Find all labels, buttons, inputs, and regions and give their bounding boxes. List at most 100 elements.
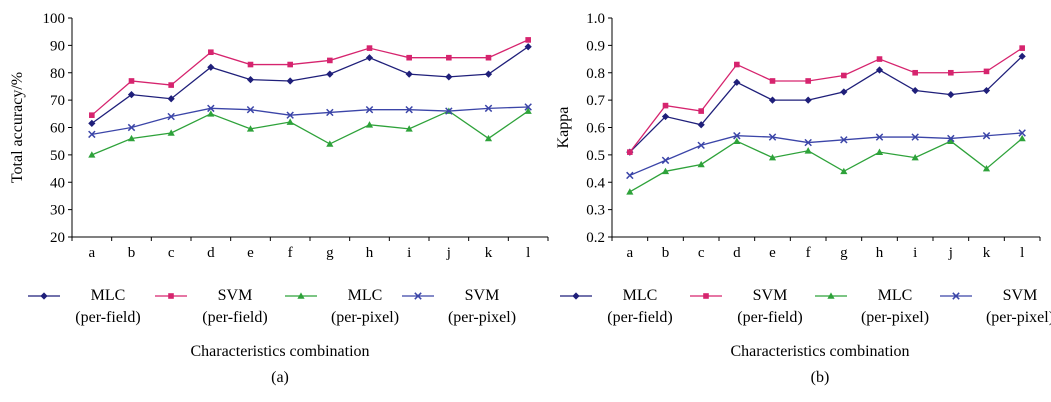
data-point bbox=[88, 119, 96, 127]
panel-label: (a) bbox=[271, 369, 289, 386]
data-point bbox=[484, 104, 493, 113]
legend-label: (per-pixel) bbox=[331, 309, 399, 326]
legend-label: SVM bbox=[465, 287, 500, 304]
data-point bbox=[524, 43, 532, 51]
data-point bbox=[365, 121, 374, 128]
x-tick-label: f bbox=[806, 245, 811, 261]
data-point bbox=[1018, 129, 1026, 137]
data-point bbox=[947, 134, 955, 143]
data-point bbox=[768, 154, 777, 161]
data-point bbox=[982, 164, 991, 172]
data-point bbox=[948, 69, 954, 76]
y-tick-label: 70 bbox=[50, 93, 65, 109]
y-tick-label: 60 bbox=[50, 121, 65, 137]
x-tick-label: e bbox=[247, 245, 254, 261]
data-point bbox=[982, 131, 991, 140]
chart-panel-a: 20 30 40 50 60 70 80 90 100 a b c d e f g h i j k l Total acc… bbox=[9, 11, 549, 386]
legend-label: SVM bbox=[753, 287, 788, 304]
data-point bbox=[405, 70, 413, 78]
x-tick-label: b bbox=[662, 245, 670, 261]
legend-label: MLC bbox=[91, 287, 126, 304]
data-point bbox=[445, 73, 453, 81]
x-tick-label: i bbox=[913, 245, 917, 261]
legend-label: (per-field) bbox=[607, 309, 672, 326]
y-tick-label: 20 bbox=[50, 230, 65, 246]
series-line-2 bbox=[629, 137, 1023, 193]
legend-marker bbox=[414, 292, 422, 300]
data-point bbox=[768, 133, 777, 141]
series-line-0 bbox=[629, 55, 1023, 153]
legend-label: (per-pixel) bbox=[448, 309, 516, 326]
data-point bbox=[911, 86, 919, 95]
data-point bbox=[840, 167, 848, 175]
x-tick-label: g bbox=[326, 245, 334, 261]
data-point bbox=[405, 125, 413, 132]
data-point bbox=[947, 137, 955, 144]
x-tick-label: g bbox=[840, 245, 848, 261]
x-tick-label: k bbox=[983, 245, 991, 261]
chart-panel-b: 0.2 0.3 0.4 0.5 0.6 0.7 0.8 0.9 1.0 a b c d e f g h i j k l K… bbox=[555, 11, 1051, 386]
y-tick-label: 0.4 bbox=[586, 175, 605, 191]
legend-marker bbox=[40, 292, 48, 300]
data-point bbox=[840, 88, 848, 96]
data-point bbox=[167, 95, 175, 103]
data-point bbox=[875, 148, 884, 155]
data-point bbox=[911, 154, 919, 161]
x-tick-label: j bbox=[948, 245, 953, 261]
y-tick-label: 0.2 bbox=[586, 230, 605, 246]
y-tick-label: 0.3 bbox=[586, 203, 605, 219]
data-point bbox=[662, 102, 669, 109]
data-point bbox=[127, 123, 136, 132]
data-point bbox=[286, 77, 294, 85]
series-line-2 bbox=[91, 110, 529, 156]
data-point bbox=[287, 61, 293, 68]
data-point bbox=[875, 133, 884, 141]
data-point bbox=[88, 130, 96, 139]
data-point bbox=[698, 108, 704, 114]
data-point bbox=[697, 121, 705, 129]
data-point bbox=[246, 105, 255, 114]
y-tick-label: 0.9 bbox=[586, 38, 605, 54]
data-point bbox=[208, 49, 214, 56]
y-tick-label: 0.8 bbox=[586, 66, 605, 82]
data-point bbox=[405, 105, 413, 114]
data-point bbox=[89, 112, 95, 118]
x-tick-label: i bbox=[407, 245, 411, 261]
data-point bbox=[982, 86, 991, 95]
data-point bbox=[485, 54, 492, 61]
data-point bbox=[804, 147, 812, 154]
x-axis-title: Characteristics combination bbox=[190, 343, 369, 360]
legend-label: (per-pixel) bbox=[861, 309, 929, 326]
data-point bbox=[840, 136, 848, 144]
data-point bbox=[246, 125, 255, 132]
data-point bbox=[734, 61, 740, 68]
panel-label: (b) bbox=[811, 369, 830, 386]
data-point bbox=[127, 91, 136, 99]
data-point bbox=[365, 54, 374, 62]
data-point bbox=[661, 156, 670, 165]
data-point bbox=[768, 96, 777, 104]
y-tick-label: 40 bbox=[50, 175, 65, 191]
data-point bbox=[626, 171, 634, 180]
data-point bbox=[525, 37, 531, 43]
y-tick-label: 0.6 bbox=[586, 121, 605, 137]
x-axis-title: Characteristics combination bbox=[730, 343, 909, 360]
data-point bbox=[769, 78, 776, 84]
series-line-1 bbox=[629, 47, 1023, 153]
data-point bbox=[326, 108, 334, 117]
x-tick-label: l bbox=[526, 245, 530, 261]
data-point bbox=[876, 56, 883, 62]
data-point bbox=[841, 72, 847, 79]
data-point bbox=[127, 134, 136, 142]
x-tick-label: e bbox=[769, 245, 776, 261]
data-point bbox=[911, 133, 919, 141]
x-tick-label: a bbox=[626, 245, 633, 261]
legend-label: SVM bbox=[1003, 287, 1038, 304]
data-point bbox=[733, 78, 741, 86]
data-point bbox=[207, 110, 215, 117]
data-point bbox=[524, 107, 532, 114]
data-point bbox=[446, 54, 452, 61]
y-tick-label: 1.0 bbox=[586, 11, 605, 27]
